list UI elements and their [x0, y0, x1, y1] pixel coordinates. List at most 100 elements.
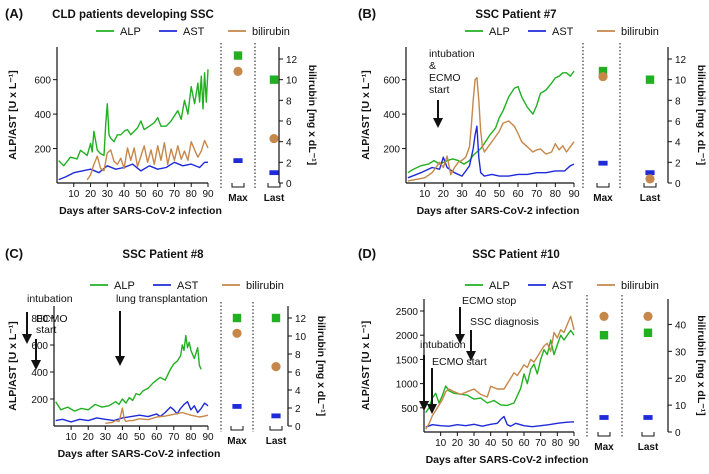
x-tick-label: 60 [512, 189, 524, 200]
legend-label: AST [552, 26, 574, 38]
series-line-ast [407, 125, 575, 179]
y2-axis-label: bilirubin [mg x dL⁻¹] [695, 315, 707, 416]
last_points-marker-bilirubin [269, 133, 279, 144]
x-tick-label: 80 [185, 432, 197, 443]
x-tick-label: 70 [169, 189, 181, 200]
bracket-mark [597, 432, 611, 437]
y-tick-label: 2000 [396, 331, 419, 342]
legend-label: AST [177, 280, 199, 292]
last-label: Last [264, 193, 285, 204]
x-tick-label: 40 [119, 189, 131, 200]
x-tick-label: 10 [435, 438, 447, 449]
x-tick-label: 60 [518, 438, 530, 449]
y-tick-label: 800 [31, 314, 48, 325]
series-line-alp [58, 69, 209, 167]
y2-tick-label: 10 [675, 401, 687, 412]
y-tick-label: 2500 [396, 307, 419, 318]
last-label: Last [640, 193, 661, 204]
legend-label: bilirubin [246, 280, 284, 292]
chart-title: CLD patients developing SSC [52, 9, 214, 21]
series-line-bilirubin [407, 76, 575, 182]
annotation-text: ECMO [36, 313, 68, 325]
y-tick-label: 600 [31, 341, 48, 352]
y-axis-label: ALP/AST [U x L⁻¹] [7, 70, 19, 160]
last_points-marker-ast [269, 170, 279, 176]
last_points-marker-alp [271, 313, 281, 323]
y-tick-label: 200 [383, 145, 400, 156]
x-tick-label: 20 [452, 438, 464, 449]
last_points-marker-bilirubin [271, 362, 281, 372]
series-line-ast [55, 401, 209, 423]
x-tick-label: 60 [151, 432, 163, 443]
x-axis-label: Days after SARS-CoV-2 infection [58, 448, 221, 460]
y2-tick-label: 20 [675, 374, 687, 385]
max-label: Max [228, 193, 248, 204]
y2-tick-label: 10 [286, 76, 298, 87]
y2-tick-label: 0 [675, 428, 681, 439]
y2-tick-label: 40 [675, 320, 687, 331]
legend-label: ALP [489, 280, 510, 292]
legend-label: ALP [114, 280, 135, 292]
bracket-mark [267, 183, 281, 188]
last_points-marker-alp [643, 328, 653, 337]
series-line-bilirubin [425, 315, 575, 430]
legend-label: ALP [120, 26, 141, 38]
max_points-marker-bilirubin [599, 311, 609, 321]
x-tick-label: 30 [102, 189, 114, 200]
chart-title: SSC Patient #10 [472, 249, 560, 261]
annotation-text: start [36, 324, 57, 336]
legend-label: ALP [489, 26, 510, 38]
x-tick-label: 70 [168, 432, 180, 443]
series-line-bilirubin [105, 407, 209, 424]
y2-tick-label: 8 [675, 96, 681, 107]
max_points-marker-alp [599, 331, 609, 340]
annotation-text: intubation [429, 48, 475, 60]
y2-tick-label: 0 [286, 179, 292, 190]
x-tick-label: 50 [135, 189, 147, 200]
x-tick-label: 10 [68, 189, 80, 200]
series-line-ast [425, 415, 575, 428]
y2-tick-label: 12 [675, 55, 687, 66]
legend-label: bilirubin [621, 26, 659, 38]
y-tick-label: 400 [383, 110, 400, 121]
y-tick-label: 400 [34, 110, 51, 121]
series-line-ast [58, 161, 208, 181]
annotation-text: & [429, 60, 436, 72]
last_points-marker-alp [269, 75, 279, 84]
y2-tick-label: 8 [295, 350, 301, 361]
last_points-marker-bilirubin [643, 311, 653, 321]
chart-panel-1: (A) CLD patients developing SSC ALP AST bili… [5, 6, 318, 217]
y2-tick-label: 2 [675, 158, 681, 169]
y-axis-label: ALP/AST [U x L⁻¹] [360, 70, 372, 160]
chart-title: SSC Patient #8 [122, 249, 204, 261]
annotation-text: intubation [27, 293, 73, 305]
last_points-marker-ast [643, 415, 653, 420]
y2-axis-label: bilirubin [mg x dL⁻¹] [315, 316, 327, 417]
y-tick-label: 500 [401, 404, 418, 415]
x-tick-label: 80 [186, 189, 198, 200]
max_points-marker-bilirubin [233, 66, 243, 76]
y2-tick-label: 30 [675, 347, 687, 358]
x-tick-label: 10 [66, 432, 78, 443]
y-tick-label: 600 [34, 76, 51, 87]
y2-tick-label: 6 [286, 117, 292, 128]
x-tick-label: 30 [468, 438, 480, 449]
y2-tick-label: 10 [295, 332, 307, 343]
x-tick-label: 30 [456, 189, 468, 200]
max_points-marker-ast [232, 404, 242, 409]
x-tick-label: 40 [117, 432, 129, 443]
max_points-marker-alp [232, 313, 242, 323]
panel-label: (B) [358, 6, 376, 21]
y2-tick-label: 6 [295, 368, 301, 379]
x-tick-label: 20 [83, 432, 95, 443]
y-tick-label: 400 [31, 368, 48, 379]
y-tick-label: 1500 [396, 355, 419, 366]
last_points-marker-bilirubin [645, 174, 655, 184]
legend-label: bilirubin [252, 26, 290, 38]
max_points-marker-ast [598, 160, 608, 166]
x-tick-label: 70 [535, 438, 547, 449]
y-tick-label: 200 [34, 145, 51, 156]
panel-label: (A) [5, 6, 23, 21]
